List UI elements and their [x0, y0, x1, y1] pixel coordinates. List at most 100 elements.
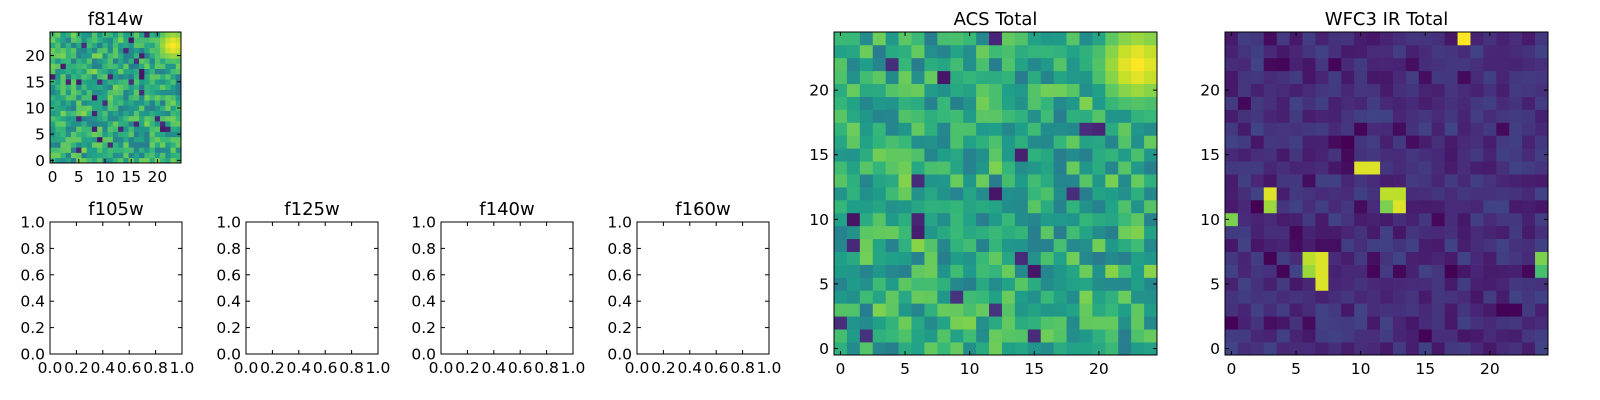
heatmap-cell: [133, 94, 140, 101]
heatmap-cell: [859, 225, 874, 240]
heatmap-cell: [81, 42, 88, 49]
heatmap-cell: [1225, 70, 1239, 85]
heatmap-cell: [846, 187, 861, 201]
heatmap-cell: [872, 174, 887, 188]
heatmap-cell: [102, 73, 108, 80]
heatmap-cell: [50, 89, 56, 96]
heatmap-cell: [91, 142, 98, 148]
heatmap-cell: [149, 157, 156, 164]
heatmap-cell: [1276, 122, 1290, 136]
heatmap-cell: [1483, 57, 1497, 72]
heatmap-cell: [1144, 277, 1158, 291]
heatmap-cell: [950, 290, 964, 304]
heatmap-cell: [144, 68, 150, 75]
heatmap-cell: [924, 109, 938, 123]
heatmap-cell: [55, 157, 61, 164]
heatmap-cell: [70, 94, 77, 101]
y-tick-label: 0: [35, 152, 45, 170]
heatmap-cell: [91, 68, 98, 75]
heatmap-cell: [898, 70, 912, 85]
heatmap-cell: [846, 225, 861, 240]
heatmap-cell: [1380, 32, 1394, 46]
heatmap-cell: [1144, 199, 1158, 214]
heatmap-cell: [976, 212, 990, 227]
heatmap-cell: [118, 47, 124, 54]
heatmap-cell: [81, 136, 88, 143]
heatmap-cell: [1237, 187, 1252, 201]
heatmap-cell: [834, 290, 848, 304]
heatmap-cell: [1431, 303, 1445, 317]
heatmap-cell: [989, 225, 1003, 240]
heatmap-cell: [872, 303, 887, 317]
heatmap-cell: [86, 100, 93, 106]
heatmap-cell: [1263, 44, 1278, 59]
heatmap-cell: [1092, 83, 1106, 97]
heatmap-cell: [149, 110, 156, 117]
heatmap-cell: [1105, 83, 1119, 97]
heatmap-cell: [1040, 109, 1054, 123]
heatmap-cell: [1289, 303, 1303, 317]
heatmap-cell: [86, 84, 93, 90]
heatmap-cell: [1392, 174, 1407, 188]
heatmap-cell: [1118, 83, 1132, 97]
heatmap-cell: [70, 52, 77, 59]
heatmap-cell: [1053, 109, 1067, 123]
heatmap-cell: [1250, 148, 1265, 162]
heatmap-cell: [1276, 135, 1290, 149]
heatmap-cell: [1392, 290, 1407, 304]
x-tick-label: 1.0: [170, 359, 195, 377]
heatmap-cell: [139, 126, 145, 132]
heatmap-cell: [1418, 70, 1433, 85]
heatmap-cell: [1263, 225, 1278, 240]
heatmap-cell: [160, 79, 166, 85]
x-tick-label: 0.8: [339, 359, 364, 377]
heatmap-cell: [1237, 83, 1252, 97]
heatmap-cell: [1444, 32, 1458, 46]
heatmap-cell: [989, 109, 1003, 123]
heatmap-cell: [154, 152, 161, 159]
heatmap-cell: [1380, 251, 1394, 265]
heatmap-cell: [165, 152, 171, 159]
heatmap-cell: [950, 187, 964, 201]
heatmap-cell: [144, 115, 150, 122]
heatmap-cell: [1289, 225, 1303, 240]
x-tick-label: 0.8: [534, 359, 559, 377]
heatmap-cell: [1367, 238, 1381, 252]
heatmap-cell: [1001, 96, 1016, 110]
heatmap-cell: [1276, 174, 1290, 188]
heatmap-cell: [1380, 70, 1394, 85]
heatmap-cell: [133, 110, 140, 117]
heatmap-cell: [107, 47, 114, 54]
heatmap-cell: [1509, 251, 1523, 265]
heatmap-cell: [1354, 148, 1368, 162]
heatmap-cell: [133, 142, 140, 148]
heatmap-cell: [65, 89, 72, 96]
heatmap-cell: [1237, 316, 1252, 330]
heatmap-cell: [1444, 264, 1458, 278]
heatmap-cell: [133, 73, 140, 80]
heatmap-cell: [1250, 225, 1265, 240]
heatmap-cell: [1276, 251, 1290, 265]
heatmap-cell: [1444, 212, 1458, 227]
heatmap-cell: [1001, 148, 1016, 162]
heatmap-cell: [1457, 44, 1471, 59]
heatmap-cell: [1418, 161, 1433, 175]
heatmap-cell: [859, 238, 874, 252]
heatmap-cell: [128, 63, 135, 70]
heatmap-cell: [107, 100, 114, 106]
heatmap-cell: [1457, 329, 1471, 343]
heatmap-cell: [1496, 238, 1510, 252]
heatmap-cell: [1496, 212, 1510, 227]
heatmap-cell: [160, 63, 166, 70]
heatmap-cell: [1328, 316, 1342, 330]
heatmap-cell: [112, 126, 119, 132]
heatmap-cell: [898, 109, 912, 123]
heatmap-cell: [911, 225, 925, 240]
heatmap-cell: [885, 277, 899, 291]
heatmap-cell: [1328, 290, 1342, 304]
y-tick-label: 1.0: [20, 214, 45, 232]
heatmap-cell: [1237, 225, 1252, 240]
heatmap-cell: [70, 110, 77, 117]
heatmap-cell: [885, 174, 899, 188]
heatmap-cell: [139, 42, 145, 49]
